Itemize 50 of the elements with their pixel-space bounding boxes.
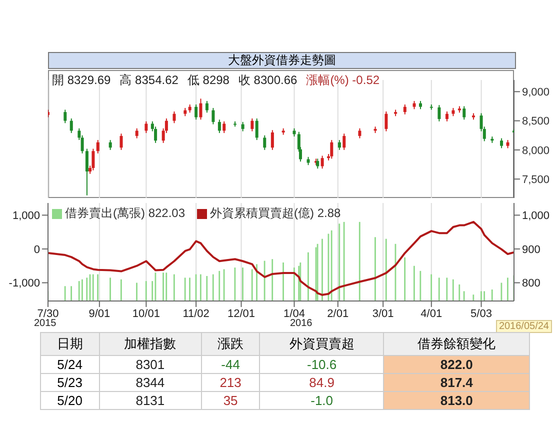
x-tick-label: 1/04	[284, 308, 305, 320]
category-label: 5/24	[57, 357, 82, 372]
x-tick-label: 10/01	[132, 308, 160, 320]
category-label: 日期	[40, 332, 100, 356]
annotation: 漲幅(%) -0.52	[306, 72, 380, 89]
text: 8344	[136, 375, 165, 390]
x-tick-label: 9/01	[88, 308, 110, 320]
x-tick-label: 7/30	[37, 308, 59, 320]
text: 817.4	[440, 375, 473, 390]
text: 84.9	[309, 375, 334, 390]
legend-label: 外資累積買賣超(億) 2.88	[209, 205, 341, 222]
text: 2015	[34, 318, 56, 329]
category-label: 5/20	[57, 393, 82, 408]
category-label: 5/23	[57, 375, 82, 390]
y-tick-label: 9,000	[522, 86, 550, 99]
annotation: 收 8300.66	[238, 72, 298, 89]
y2-tick-label: 900	[522, 244, 540, 256]
text: -1.0	[310, 393, 334, 408]
y-tick-label: 8,000	[522, 144, 550, 157]
y-tick-label: 8,500	[522, 116, 550, 128]
text: -44	[221, 357, 240, 372]
text: 213	[220, 375, 242, 390]
text: 2016/05/24	[496, 320, 552, 333]
category-label: 外資買賣超	[260, 332, 384, 356]
x-tick-label: 11/02	[182, 308, 210, 320]
text: 8131	[136, 393, 165, 408]
category-label: 加權指數	[99, 332, 202, 356]
y-tick-label: -1,000	[8, 278, 40, 290]
category-label: 借券餘額變化	[384, 332, 530, 356]
x-tick-label: 12/01	[227, 308, 256, 320]
text: 35	[223, 393, 238, 408]
x-tick-label: 5/03	[470, 308, 492, 320]
text: 8301	[136, 357, 165, 372]
y-tick-label: 0	[34, 244, 40, 256]
annotation: 低 8298	[187, 72, 230, 89]
y-tick-label: 7,500	[522, 174, 550, 186]
text: 822.0	[440, 357, 473, 372]
text: -10.6	[307, 357, 337, 372]
legend-label: 借券賣出(萬張) 822.03	[64, 205, 186, 222]
chart-title: 大盤外資借券走勢圖	[48, 52, 516, 69]
category-label: 漲跌	[201, 332, 260, 356]
x-tick-label: 3/01	[372, 308, 394, 320]
annotation: 開 8329.69	[52, 72, 111, 89]
y2-tick-label: 800	[522, 278, 540, 290]
x-tick-label: 2/01	[327, 308, 349, 320]
text: 813.0	[440, 393, 473, 408]
annotation: 高 8354.62	[120, 72, 178, 89]
y-tick-label: 1,000	[12, 210, 40, 222]
text: 2016	[290, 318, 312, 329]
x-tick-label: 4/01	[420, 308, 442, 320]
